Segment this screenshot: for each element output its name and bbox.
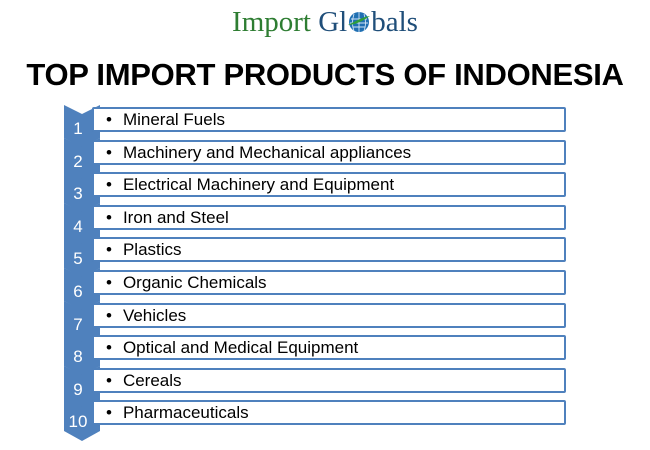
list-item: Optical and Medical Equipment [92, 335, 566, 361]
globe-icon [348, 12, 371, 32]
chevron-8 [64, 333, 100, 377]
item-label: Iron and Steel [106, 207, 229, 228]
list-item: Machinery and Mechanical appliances [92, 139, 566, 165]
logo-text-bals: bals [371, 6, 418, 38]
item-label: Organic Chemicals [106, 272, 267, 293]
list-item: Vehicles [92, 302, 566, 328]
item-label: Plastics [106, 239, 182, 260]
chevron-1 [64, 105, 100, 148]
item-label: Pharmaceuticals [106, 402, 249, 423]
chevron-10 [64, 398, 100, 442]
item-number: 7 [73, 314, 83, 334]
item-number: 5 [73, 249, 83, 269]
logo: Import Gl bals [0, 4, 650, 40]
list-item: Electrical Machinery and Equipment [92, 172, 566, 198]
item-label: Machinery and Mechanical appliances [106, 142, 411, 163]
item-label: Optical and Medical Equipment [106, 337, 358, 358]
item-number: 6 [73, 282, 83, 301]
chevron-5 [64, 235, 100, 279]
chevron-7 [64, 300, 100, 344]
item-number: 4 [73, 216, 83, 236]
list-item: Mineral Fuels [92, 107, 566, 132]
item-number: 2 [73, 151, 83, 171]
list-item: Cereals [92, 367, 566, 393]
list-item: Plastics [92, 237, 566, 263]
chevron-3 [64, 170, 100, 214]
item-label: Cereals [106, 370, 182, 391]
chevron-9 [64, 365, 100, 409]
list-item: Iron and Steel [92, 204, 566, 230]
item-number: 1 [73, 119, 83, 138]
item-label: Vehicles [106, 305, 186, 326]
chevron-4 [64, 202, 100, 246]
logo-text-gl: Gl [318, 6, 348, 38]
item-number: 8 [73, 347, 83, 367]
item-number: 3 [73, 184, 83, 204]
chevron-2 [64, 137, 100, 181]
item-label: Mineral Fuels [106, 109, 225, 130]
item-number: 9 [73, 379, 83, 399]
item-label: Electrical Machinery and Equipment [106, 174, 394, 195]
logo-text-import: Import [232, 6, 311, 38]
page-title: TOP IMPORT PRODUCTS OF INDONESIA [26, 57, 624, 92]
list-item: Organic Chemicals [92, 270, 566, 295]
list-item: Pharmaceuticals [92, 400, 566, 426]
item-number: 10 [68, 412, 88, 432]
chevron-6 [64, 268, 100, 311]
